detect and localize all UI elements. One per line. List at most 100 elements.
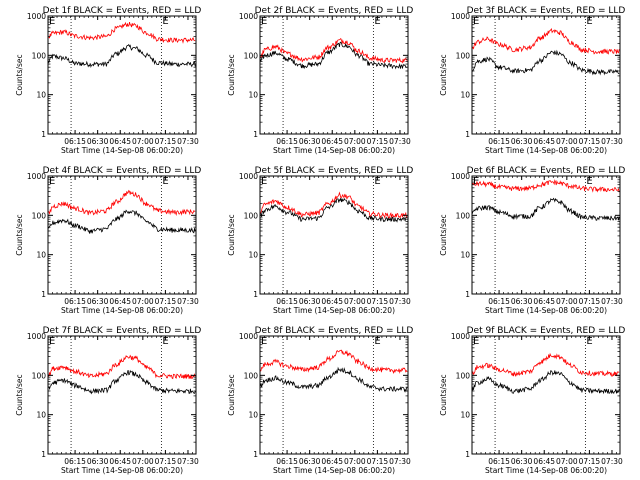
series-line-lld	[260, 37, 408, 64]
y-tick-label: 100	[456, 51, 471, 60]
x-tick-label: 06:15	[488, 297, 510, 306]
event-marker-2: E	[586, 336, 592, 347]
x-tick-label: 07:15	[155, 297, 177, 306]
event-marker-1: E	[261, 16, 267, 27]
series-line-events	[472, 197, 620, 221]
y-axis-label: Counts/sec	[227, 214, 236, 255]
series-line-events	[260, 366, 408, 393]
x-tick-label: 07:00	[132, 297, 154, 306]
chart-title: Det 7f BLACK = Events, RED = LLD	[43, 326, 202, 336]
plot-frame	[471, 335, 621, 455]
plot-frame	[259, 15, 409, 135]
series-line-lld	[472, 352, 620, 378]
y-axis-label: Counts/sec	[15, 374, 24, 415]
event-marker-2: E	[374, 176, 380, 187]
event-marker-1: E	[261, 176, 267, 187]
series-line-events	[472, 49, 620, 76]
y-tick-label: 1000	[239, 332, 258, 341]
x-tick-label: 06:30	[299, 137, 321, 146]
y-axis-label: Counts/sec	[227, 54, 236, 95]
y-tick-label: 1000	[451, 12, 470, 21]
y-tick-label: 10	[248, 251, 258, 260]
event-marker-1: E	[49, 176, 55, 187]
series-line-lld	[48, 354, 196, 380]
y-tick-label: 10	[36, 251, 46, 260]
y-tick-label: 1	[41, 290, 46, 299]
series-line-lld	[260, 191, 408, 219]
y-tick-label: 1	[41, 450, 46, 459]
y-tick-label: 10	[248, 91, 258, 100]
y-tick-label: 1	[41, 130, 46, 139]
x-tick-label: 07:00	[344, 457, 366, 466]
y-tick-label: 1	[465, 290, 470, 299]
y-axis-label: Counts/sec	[227, 374, 236, 415]
plot-frame	[47, 15, 197, 135]
x-tick-label: 07:30	[601, 457, 623, 466]
chart-title: Det 4f BLACK = Events, RED = LLD	[43, 166, 202, 176]
y-tick-label: 1	[253, 450, 258, 459]
y-tick-label: 10	[248, 411, 258, 420]
series-line-events	[48, 43, 196, 68]
x-tick-label: 07:15	[155, 137, 177, 146]
y-axis-label: Counts/sec	[439, 374, 448, 415]
plot-frame	[471, 15, 621, 135]
y-axis-label: Counts/sec	[439, 214, 448, 255]
plot-frame	[47, 175, 197, 295]
chart-title: Det 2f BLACK = Events, RED = LLD	[255, 6, 414, 16]
event-marker-2: E	[586, 16, 592, 27]
chart-title: Det 6f BLACK = Events, RED = LLD	[467, 166, 626, 176]
x-tick-label: 06:15	[64, 137, 86, 146]
event-marker-1: E	[261, 336, 267, 347]
x-tick-label: 06:45	[533, 457, 555, 466]
x-tick-label: 07:30	[389, 297, 411, 306]
x-tick-label: 06:15	[276, 297, 298, 306]
x-tick-label: 07:15	[579, 297, 601, 306]
x-tick-label: 07:00	[344, 297, 366, 306]
event-marker-2: E	[162, 336, 168, 347]
x-tick-label: 07:15	[367, 297, 389, 306]
x-axis-label: Start Time (14-Sep-08 06:00:20)	[485, 306, 607, 315]
y-tick-label: 1	[253, 130, 258, 139]
x-tick-label: 07:15	[367, 457, 389, 466]
series-line-events	[260, 41, 408, 70]
series-line-events	[48, 209, 196, 234]
chart-title: Det 5f BLACK = Events, RED = LLD	[255, 166, 414, 176]
chart-title: Det 3f BLACK = Events, RED = LLD	[467, 6, 626, 16]
x-tick-label: 07:30	[601, 297, 623, 306]
y-tick-label: 10	[460, 251, 470, 260]
x-tick-label: 06:30	[87, 297, 109, 306]
y-axis-label: Counts/sec	[15, 54, 24, 95]
x-tick-label: 06:45	[109, 297, 131, 306]
y-tick-label: 1000	[27, 12, 46, 21]
x-tick-label: 07:30	[389, 137, 411, 146]
y-tick-label: 100	[244, 371, 259, 380]
x-tick-label: 06:45	[321, 137, 343, 146]
y-tick-label: 1	[465, 450, 470, 459]
x-tick-label: 06:15	[64, 297, 86, 306]
y-tick-label: 10	[36, 411, 46, 420]
x-tick-label: 07:15	[579, 137, 601, 146]
y-tick-label: 10	[36, 91, 46, 100]
x-tick-label: 07:00	[344, 137, 366, 146]
x-tick-label: 06:45	[533, 137, 555, 146]
x-tick-label: 07:00	[556, 137, 578, 146]
x-tick-label: 07:30	[177, 457, 199, 466]
y-tick-label: 1	[253, 290, 258, 299]
y-tick-label: 1	[465, 130, 470, 139]
plot-frame	[471, 175, 621, 295]
y-tick-label: 100	[32, 371, 47, 380]
x-tick-label: 06:45	[321, 457, 343, 466]
plot-frame	[47, 335, 197, 455]
y-tick-label: 1000	[239, 12, 258, 21]
y-tick-label: 100	[32, 51, 47, 60]
x-tick-label: 07:15	[367, 137, 389, 146]
x-tick-label: 06:45	[109, 457, 131, 466]
x-tick-label: 07:15	[579, 457, 601, 466]
